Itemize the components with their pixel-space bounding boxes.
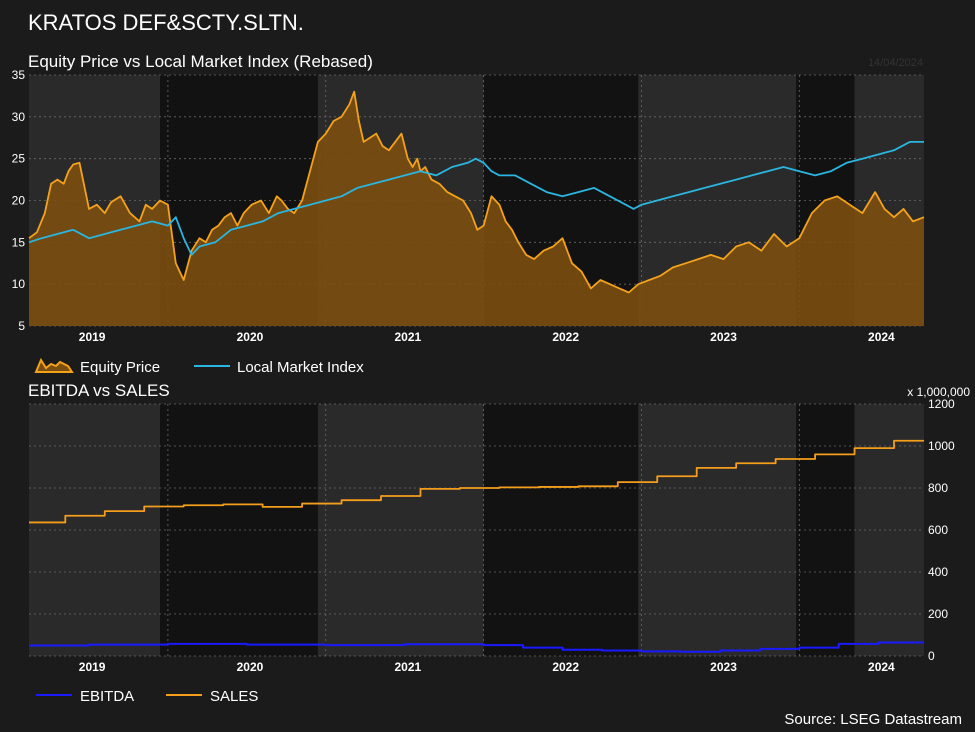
y-tick-label: 0 xyxy=(928,649,935,663)
x-tick-label: 2020 xyxy=(237,660,264,674)
equity-plot-area: 5 10 15 20 25 30 35 2019 2020 2021 2022 2023 2024 xyxy=(12,68,925,344)
legend-label-ebitda: EBITDA xyxy=(80,688,134,705)
y-tick-label: 1200 xyxy=(928,397,955,411)
ebitda-sales-chart-title: EBITDA vs SALES xyxy=(28,381,170,400)
x-tick-label: 2023 xyxy=(710,330,737,344)
x-tick-label: 2022 xyxy=(552,330,579,344)
y-tick-label: 20 xyxy=(12,194,26,208)
y-tick-label: 5 xyxy=(18,319,25,333)
y-tick-label: 10 xyxy=(12,277,26,291)
x-tick-label: 2024 xyxy=(868,660,895,674)
x-tick-label: 2023 xyxy=(710,660,737,674)
plot-band xyxy=(160,404,318,656)
equity-legend: Equity Price Local Market Index xyxy=(34,357,364,376)
legend-label-local-market-index: Local Market Index xyxy=(237,359,364,376)
source-note: Source: LSEG Datastream xyxy=(784,711,962,728)
x-tick-label: 2024 xyxy=(868,330,895,344)
y-tick-label: 600 xyxy=(928,523,948,537)
equity-price-area xyxy=(29,91,924,326)
sales-line xyxy=(29,439,924,524)
x-tick-label: 2020 xyxy=(237,330,264,344)
as-of-date: 14/04/2024 xyxy=(868,57,923,69)
plot-band xyxy=(638,404,797,656)
y-tick-label: 1000 xyxy=(928,439,955,453)
page-title: KRATOS DEF&SCTY.SLTN. xyxy=(28,10,304,35)
legend-label-equity-price: Equity Price xyxy=(80,359,160,376)
unit-multiplier-label: x 1,000,000 xyxy=(907,385,970,399)
legend-swatch-equity-price xyxy=(34,357,74,373)
y-tick-label: 35 xyxy=(12,68,26,82)
legend-item-ebitda: EBITDA xyxy=(36,688,134,705)
y-tick-label: 200 xyxy=(928,607,948,621)
x-tick-label: 2021 xyxy=(394,660,421,674)
ebitda-line xyxy=(29,641,924,653)
equity-price-line xyxy=(28,90,925,294)
ebitda-sales-plot-area: 0 200 400 600 800 1000 1200 2019 2020 2021 2022 202… xyxy=(29,397,955,674)
x-tick-label: 2021 xyxy=(394,330,421,344)
y-tick-label: 800 xyxy=(928,481,948,495)
y-tick-label: 25 xyxy=(12,152,26,166)
ebitda-sales-legend: EBITDA SALES xyxy=(36,688,258,705)
x-tick-label: 2019 xyxy=(79,330,106,344)
local-market-index-line xyxy=(28,141,924,256)
x-tick-label: 2022 xyxy=(552,660,579,674)
y-tick-label: 400 xyxy=(928,565,948,579)
equity-chart-title: Equity Price vs Local Market Index (Reba… xyxy=(28,52,373,71)
y-tick-label: 15 xyxy=(12,235,26,249)
legend-item-local-market-index: Local Market Index xyxy=(194,359,364,376)
legend-item-sales: SALES xyxy=(166,688,258,705)
legend-label-sales: SALES xyxy=(210,688,258,705)
x-tick-label: 2019 xyxy=(79,660,106,674)
y-tick-label: 30 xyxy=(12,110,26,124)
legend-item-equity-price: Equity Price xyxy=(34,357,160,376)
